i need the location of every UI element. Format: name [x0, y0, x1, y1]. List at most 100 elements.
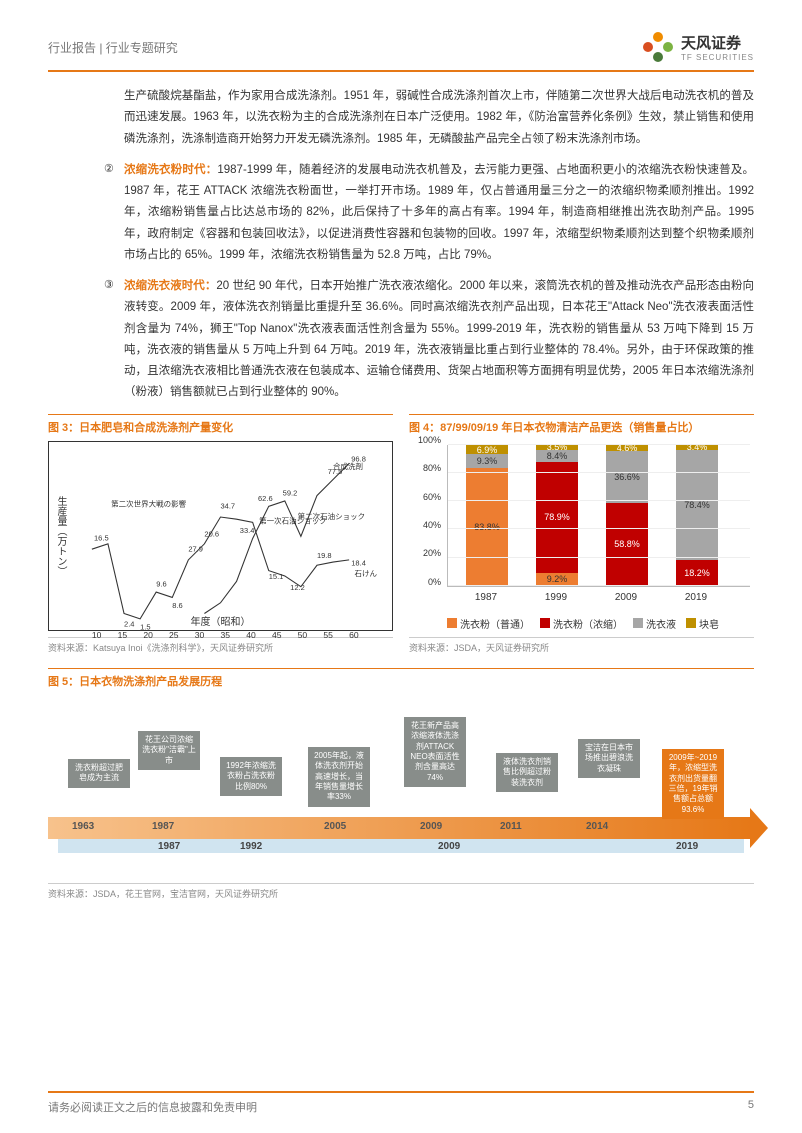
- svg-text:45: 45: [272, 630, 282, 640]
- fig4-bar-segment: 4.6%: [606, 445, 648, 451]
- timeline-box: 花王公司浓缩洗衣粉"洁霸"上市: [138, 731, 200, 770]
- p3-lead: 浓缩洗衣液时代：: [124, 280, 216, 292]
- fig4-source: 资料来源：JSDA，天风证券研究所: [409, 637, 754, 654]
- fig4-legend-item: 洗衣粉（普通）: [447, 616, 530, 631]
- timeline-year-top: 1987: [152, 821, 174, 832]
- timeline-box: 宝洁在日本市场推出碧浪洗衣凝珠: [578, 739, 640, 778]
- figure-5: 图 5：日本衣物洗涤剂产品发展历程 洗衣粉超过肥皂成为主流花王公司浓缩洗衣粉"洁…: [48, 668, 754, 900]
- svg-text:55: 55: [323, 630, 333, 640]
- timeline-year-bottom: 2019: [676, 841, 698, 852]
- svg-text:第二次石油ショック: 第二次石油ショック: [298, 511, 366, 521]
- p3-text: 20 世纪 90 年代，日本开始推广洗衣液浓缩化。2000 年以来，滚筒洗衣机的…: [124, 280, 754, 398]
- fig4-bar-segment: 9.3%: [466, 454, 508, 467]
- page-number: 5: [748, 1099, 754, 1115]
- timeline-box: 2009年~2019年，浓缩型洗衣剂出货量翻三倍，19年销售额占总额93.6%: [662, 749, 724, 819]
- fig4-bar-segment: 6.9%: [466, 445, 508, 455]
- logo-dot: [653, 32, 663, 42]
- fig4-bar-segment: 58.8%: [606, 503, 648, 586]
- timeline-year-bottom: 1992: [240, 841, 262, 852]
- svg-text:35: 35: [221, 630, 231, 640]
- fig4-y-tick: 0%: [428, 577, 445, 587]
- svg-text:16.5: 16.5: [94, 533, 109, 542]
- fig4-bar-segment: 36.6%: [606, 451, 648, 503]
- fig4-plot-area: 83.8%9.3%6.9%9.2%78.9%8.4%3.5%58.8%36.6%…: [447, 445, 750, 587]
- logo-dot: [643, 42, 653, 52]
- fig3-chart: 生産量（万トン） 16.52.41.5 9.68.627.9 20.634.73…: [48, 441, 393, 631]
- svg-text:15.1: 15.1: [269, 572, 284, 581]
- circle-number-2: ②: [104, 162, 119, 177]
- fig4-x-label: 1999: [535, 592, 577, 603]
- svg-text:27.9: 27.9: [188, 544, 203, 553]
- fig4-y-tick: 100%: [418, 435, 445, 445]
- fig4-x-label: 2019: [675, 592, 717, 603]
- svg-text:8.6: 8.6: [172, 601, 182, 610]
- figure-3: 图 3：日本肥皂和合成洗涤剂产量变化 生産量（万トン） 16.52.41.5 9…: [48, 414, 393, 654]
- timeline-box: 液体洗衣剂销售比例超过粉装洗衣剂: [496, 753, 558, 792]
- paragraph-2: ② 浓缩洗衣粉时代：1987-1999 年，随着经济的发展电动洗衣机普及，去污能…: [124, 160, 754, 266]
- fig4-bar-segment: 3.4%: [676, 445, 718, 450]
- svg-text:2.4: 2.4: [124, 619, 134, 628]
- fig5-title: 图 5：日本衣物洗涤剂产品发展历程: [48, 668, 754, 689]
- svg-text:15: 15: [118, 630, 128, 640]
- fig4-legend-item: 洗衣液: [633, 616, 676, 631]
- fig4-y-tick: 40%: [423, 520, 445, 530]
- timeline-box: 2005年起，液体洗衣剂开始高速增长，当年销售量增长率33%: [308, 747, 370, 807]
- fig4-bar-segment: 18.2%: [676, 560, 718, 586]
- page-footer: 请务必阅读正文之后的信息披露和免责申明 5: [48, 1091, 754, 1115]
- fig4-title: 图 4：87/99/09/19 年日本衣物清洁产品更迭（销售量占比）: [409, 414, 754, 435]
- timeline-year-top: 2005: [324, 821, 346, 832]
- footer-disclaimer: 请务必阅读正文之后的信息披露和免责申明: [48, 1099, 257, 1115]
- paragraph-3: ③ 浓缩洗衣液时代：20 世纪 90 年代，日本开始推广洗衣液浓缩化。2000 …: [124, 276, 754, 404]
- fig4-bar-segment: 78.4%: [676, 450, 718, 561]
- timeline-year-bottom: 2009: [438, 841, 460, 852]
- p2-text: 1987-1999 年，随着经济的发展电动洗衣机普及，去污能力更强、占地面积更小…: [124, 164, 754, 261]
- brand-name-en: TF SECURITIES: [681, 53, 754, 62]
- svg-text:合成洗剤: 合成洗剤: [333, 461, 363, 471]
- timeline: 洗衣粉超过肥皂成为主流花王公司浓缩洗衣粉"洁霸"上市 1992年浓缩洗衣粉占洗衣粉…: [48, 697, 754, 877]
- fig3-xlabel: 年度（昭和）: [191, 613, 251, 628]
- timeline-box: 洗衣粉超过肥皂成为主流: [68, 759, 130, 788]
- p2-lead: 浓缩洗衣粉时代：: [124, 164, 217, 176]
- svg-text:30: 30: [195, 630, 205, 640]
- fig3-title: 图 3：日本肥皂和合成洗涤剂产量变化: [48, 414, 393, 435]
- svg-text:59.2: 59.2: [283, 488, 298, 497]
- timeline-box: 1992年浓缩洗衣粉占洗衣粉比例80%: [220, 757, 282, 796]
- fig4-legend-item: 洗衣粉（浓缩）: [540, 616, 623, 631]
- svg-text:12.2: 12.2: [290, 583, 305, 592]
- svg-text:石けん: 石けん: [354, 569, 377, 578]
- timeline-year-top: 2014: [586, 821, 608, 832]
- fig4-x-label: 2009: [605, 592, 647, 603]
- intro-paragraph: 生产硫酸烷基酯盐，作为家用合成洗涤剂。1951 年，弱碱性合成洗涤剂首次上市，伴…: [124, 86, 754, 150]
- fig4-y-tick: 80%: [423, 463, 445, 473]
- header-breadcrumb: 行业报告 | 行业专题研究: [48, 39, 178, 56]
- svg-text:60: 60: [349, 630, 359, 640]
- timeline-year-bottom: 1987: [158, 841, 180, 852]
- timeline-year-top: 2009: [420, 821, 442, 832]
- svg-text:62.6: 62.6: [258, 494, 273, 503]
- fig4-x-label: 1987: [465, 592, 507, 603]
- svg-text:9.6: 9.6: [156, 579, 166, 588]
- fig4-y-tick: 20%: [423, 548, 445, 558]
- fig4-y-tick: 60%: [423, 492, 445, 502]
- svg-text:18.4: 18.4: [351, 558, 366, 567]
- fig5-source: 资料来源：JSDA，花王官网，宝洁官网，天风证券研究所: [48, 883, 754, 900]
- timeline-box: 花王新产品高浓缩液体洗涤剂ATTACK NEO表面活性剂含量高达74%: [404, 717, 466, 787]
- timeline-year-top: 1963: [72, 821, 94, 832]
- fig4-legend: 洗衣粉（普通）洗衣粉（浓缩）洗衣液块皂: [447, 616, 754, 631]
- fig4-bar-segment: 83.8%: [466, 468, 508, 586]
- circle-number-3: ③: [104, 278, 119, 293]
- figure-4: 图 4：87/99/09/19 年日本衣物清洁产品更迭（销售量占比） 83.8%…: [409, 414, 754, 654]
- svg-text:20: 20: [143, 630, 153, 640]
- svg-text:19.8: 19.8: [317, 550, 332, 559]
- svg-text:10: 10: [92, 630, 102, 640]
- brand-name: 天风证券: [681, 32, 754, 53]
- svg-text:第二次世界大戦の影響: 第二次世界大戦の影響: [111, 498, 186, 508]
- brand-logo: 天风证券 TF SECURITIES: [641, 30, 754, 64]
- svg-text:34.7: 34.7: [221, 501, 236, 510]
- fig4-chart: 83.8%9.3%6.9%9.2%78.9%8.4%3.5%58.8%36.6%…: [409, 441, 754, 631]
- svg-text:50: 50: [298, 630, 308, 640]
- page-header: 行业报告 | 行业专题研究 天风证券 TF SECURITIES: [48, 30, 754, 72]
- svg-text:33.4: 33.4: [240, 526, 255, 535]
- logo-dot: [653, 52, 663, 62]
- svg-text:25: 25: [169, 630, 179, 640]
